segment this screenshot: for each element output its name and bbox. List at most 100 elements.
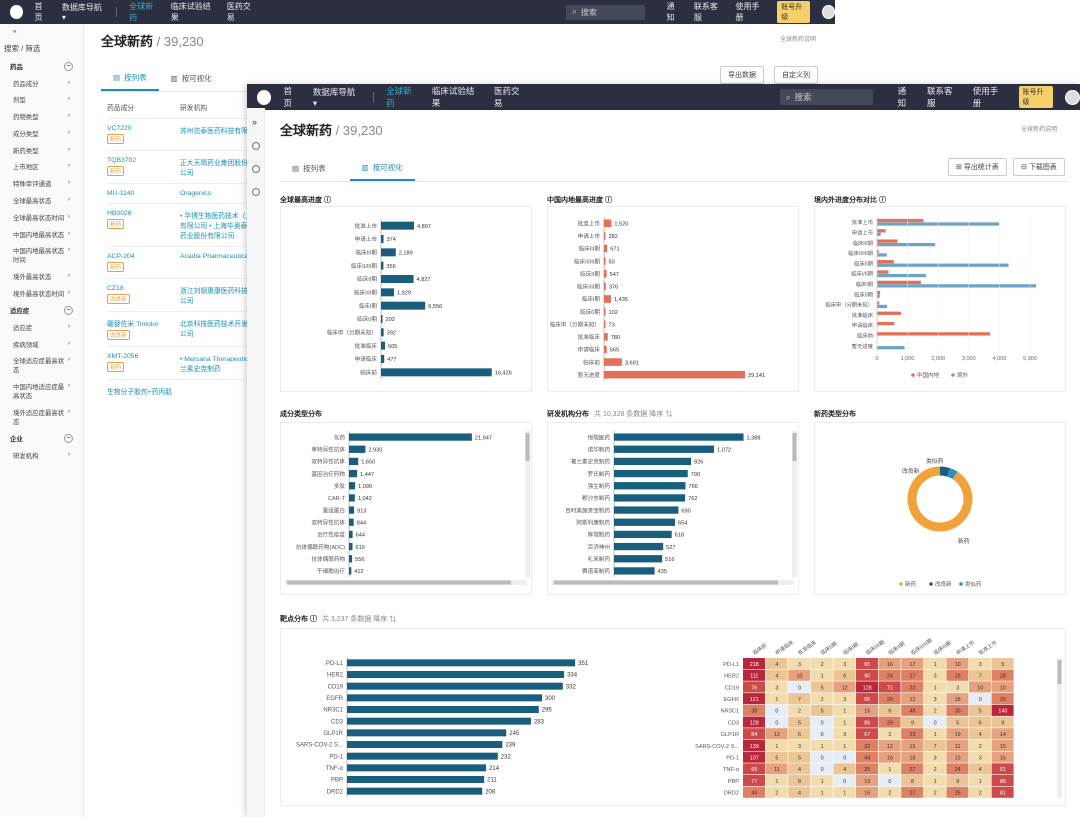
heat-cell[interactable] bbox=[833, 704, 856, 716]
logo-icon[interactable] bbox=[10, 5, 23, 19]
bar[interactable] bbox=[347, 764, 487, 772]
heat-cell[interactable] bbox=[833, 728, 856, 740]
bar[interactable] bbox=[614, 445, 715, 453]
heat-cell[interactable] bbox=[788, 728, 811, 740]
bar[interactable] bbox=[349, 469, 358, 478]
bar[interactable] bbox=[614, 555, 663, 563]
legend-label[interactable]: 类似药 bbox=[965, 580, 982, 588]
heat-cell[interactable] bbox=[743, 751, 765, 763]
heat-cell[interactable] bbox=[788, 693, 811, 705]
custom-columns-button[interactable]: 自定义列 bbox=[774, 66, 818, 84]
sidebar-item[interactable]: 上市地区 › bbox=[0, 159, 83, 176]
bar[interactable] bbox=[347, 706, 539, 713]
heat-cell[interactable] bbox=[878, 681, 901, 693]
heat-cell[interactable] bbox=[743, 658, 765, 670]
bar[interactable] bbox=[604, 370, 746, 379]
avatar[interactable] bbox=[1065, 89, 1080, 105]
heat-cell[interactable] bbox=[991, 739, 1014, 751]
org-link[interactable]: 正大天晴药业集团股份有限公司 bbox=[180, 160, 262, 177]
nav-database[interactable]: 数据库导航 ▾ bbox=[312, 86, 356, 108]
heat-cell[interactable] bbox=[969, 681, 991, 693]
heat-cell[interactable] bbox=[810, 763, 833, 775]
bar[interactable] bbox=[347, 682, 563, 690]
bar-china[interactable] bbox=[877, 321, 895, 326]
nav-deals[interactable]: 医药交易 bbox=[494, 86, 520, 108]
bar[interactable] bbox=[614, 567, 655, 575]
heat-cell[interactable] bbox=[946, 716, 969, 728]
scrollbar-thumb[interactable] bbox=[792, 433, 797, 461]
bar[interactable] bbox=[604, 219, 612, 228]
heat-cell[interactable] bbox=[946, 751, 969, 763]
heat-cell[interactable] bbox=[856, 786, 878, 798]
heat-cell[interactable] bbox=[788, 716, 811, 728]
bar[interactable] bbox=[381, 221, 415, 230]
org-link[interactable]: • Mersana Therapeutics • 葛兰素史克制药 bbox=[180, 356, 265, 373]
heat-cell[interactable] bbox=[946, 669, 969, 681]
bar[interactable] bbox=[347, 717, 531, 725]
heat-cell[interactable] bbox=[765, 763, 788, 775]
bar-overseas[interactable] bbox=[877, 273, 926, 278]
bar[interactable] bbox=[604, 269, 607, 278]
heat-cell[interactable] bbox=[878, 658, 901, 670]
heat-cell[interactable] bbox=[743, 693, 765, 705]
bar[interactable] bbox=[614, 469, 688, 478]
bar[interactable] bbox=[349, 433, 472, 441]
heat-cell[interactable] bbox=[946, 704, 969, 716]
help-link[interactable]: 全球新药说明 bbox=[780, 37, 817, 43]
sidebar-item[interactable]: 特殊审评通道 › bbox=[0, 175, 83, 192]
heat-cell[interactable] bbox=[901, 775, 924, 787]
bar[interactable] bbox=[614, 542, 664, 551]
heat-cell[interactable] bbox=[946, 775, 969, 787]
tab-visual[interactable]: ▥ 按可视化 bbox=[349, 156, 415, 181]
legend-label[interactable]: 改良新 bbox=[935, 580, 952, 588]
drug-name-link[interactable]: ACP-204 bbox=[107, 253, 135, 260]
tab-list[interactable]: ▤ 按列表 bbox=[101, 66, 159, 91]
legend-label[interactable]: 境外 bbox=[957, 371, 969, 379]
heat-cell[interactable] bbox=[969, 728, 991, 740]
heat-cell[interactable] bbox=[878, 751, 901, 763]
bar-overseas[interactable] bbox=[877, 294, 880, 298]
heat-cell[interactable] bbox=[788, 669, 811, 681]
bar-overseas[interactable] bbox=[877, 346, 905, 350]
heat-cell[interactable] bbox=[743, 716, 765, 728]
heat-cell[interactable] bbox=[765, 716, 788, 728]
scrollbar-thumb[interactable] bbox=[1057, 660, 1062, 684]
bar-overseas[interactable] bbox=[877, 263, 1009, 267]
heat-cell[interactable] bbox=[788, 739, 811, 751]
heat-cell[interactable] bbox=[833, 763, 856, 775]
heat-cell[interactable] bbox=[901, 763, 924, 775]
heat-cell[interactable] bbox=[788, 786, 811, 798]
heat-cell[interactable] bbox=[810, 669, 833, 681]
heat-cell[interactable] bbox=[833, 716, 856, 728]
heat-cell[interactable] bbox=[743, 739, 765, 751]
heat-cell[interactable] bbox=[991, 704, 1014, 716]
nav-home[interactable]: 首页 bbox=[283, 86, 292, 108]
bar-overseas[interactable] bbox=[877, 284, 1037, 288]
bar-china[interactable] bbox=[877, 260, 894, 264]
bar-china[interactable] bbox=[877, 239, 898, 243]
pie-slice[interactable] bbox=[907, 466, 973, 532]
heat-cell[interactable] bbox=[833, 739, 856, 751]
bar[interactable] bbox=[381, 261, 384, 270]
export-data-button[interactable]: 导出数据 bbox=[720, 66, 764, 84]
bar[interactable] bbox=[381, 288, 395, 297]
heat-cell[interactable] bbox=[946, 658, 969, 670]
heat-cell[interactable] bbox=[923, 786, 946, 798]
heat-cell[interactable] bbox=[991, 786, 1014, 798]
heat-cell[interactable] bbox=[901, 658, 924, 670]
heat-cell[interactable] bbox=[810, 775, 833, 787]
bar[interactable] bbox=[349, 445, 366, 453]
bar-china[interactable] bbox=[877, 280, 921, 284]
bar-china[interactable] bbox=[877, 291, 881, 295]
heat-cell[interactable] bbox=[788, 763, 811, 775]
expand-icon[interactable]: » bbox=[252, 117, 258, 127]
heat-cell[interactable] bbox=[991, 763, 1014, 775]
heat-cell[interactable] bbox=[923, 693, 946, 705]
heat-cell[interactable] bbox=[856, 681, 878, 693]
bar-china[interactable] bbox=[877, 301, 880, 305]
scrollbar-thumb[interactable] bbox=[525, 433, 530, 461]
chart-sub-target[interactable]: 共 3,237 条数据 降序 ⇅ bbox=[321, 616, 397, 623]
bar[interactable] bbox=[347, 741, 503, 748]
drug-name-link[interactable]: 硼替佐米 Timolol bbox=[107, 321, 158, 328]
heat-cell[interactable] bbox=[856, 739, 878, 751]
